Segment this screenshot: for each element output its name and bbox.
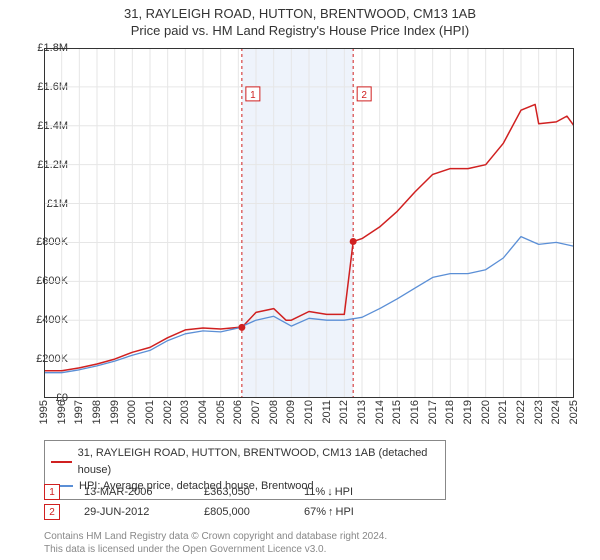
- x-tick-label: 1999: [109, 400, 121, 424]
- x-tick-label: 1998: [91, 400, 103, 424]
- sale-delta-ref: HPI: [336, 506, 354, 518]
- x-tick-label: 2018: [444, 400, 456, 424]
- x-tick-label: 2016: [409, 400, 421, 424]
- x-tick-label: 2014: [374, 400, 386, 424]
- x-tick-label: 1996: [56, 400, 68, 424]
- x-tick-label: 2011: [321, 400, 333, 424]
- x-tick-label: 2023: [533, 400, 545, 424]
- credits: Contains HM Land Registry data © Crown c…: [44, 530, 387, 556]
- sale-date: 13-MAR-2006: [84, 486, 204, 498]
- chart: 12: [44, 48, 574, 398]
- credits-line: Contains HM Land Registry data © Crown c…: [44, 530, 387, 543]
- x-tick-label: 2012: [338, 400, 350, 424]
- sale-delta: 11%↓HPI: [304, 486, 374, 498]
- sale-delta-ref: HPI: [335, 486, 353, 498]
- title-subtitle: Price paid vs. HM Land Registry's House …: [0, 23, 600, 38]
- x-tick-label: 2019: [462, 400, 474, 424]
- sale-delta: 67%↑HPI: [304, 506, 374, 518]
- x-tick-label: 2006: [232, 400, 244, 424]
- x-tick-label: 2010: [303, 400, 315, 424]
- sale-delta-pct: 67%: [304, 506, 326, 518]
- x-tick-label: 2009: [285, 400, 297, 424]
- x-tick-label: 2017: [427, 400, 439, 424]
- x-tick-label: 1997: [73, 400, 85, 424]
- x-tick-label: 2020: [480, 400, 492, 424]
- sale-price: £363,050: [204, 486, 304, 498]
- credits-line: This data is licensed under the Open Gov…: [44, 543, 387, 556]
- x-tick-label: 2000: [126, 400, 138, 424]
- sales-table: 1 13-MAR-2006£363,05011%↓HPI 2 29-JUN-2012£…: [44, 484, 564, 524]
- legend-swatch: [51, 461, 72, 463]
- sale-marker: 2: [44, 504, 60, 520]
- sale-price: £805,000: [204, 506, 304, 518]
- sale-row: 2 29-JUN-2012£805,00067%↑HPI: [44, 504, 564, 520]
- legend-item: 31, RAYLEIGH ROAD, HUTTON, BRENTWOOD, CM…: [51, 445, 439, 478]
- x-tick-label: 2005: [215, 400, 227, 424]
- x-tick-label: 2002: [162, 400, 174, 424]
- arrow-down-icon: ↓: [327, 486, 333, 498]
- legend-label: 31, RAYLEIGH ROAD, HUTTON, BRENTWOOD, CM…: [78, 445, 439, 478]
- x-tick-label: 2007: [250, 400, 262, 424]
- arrow-up-icon: ↑: [328, 506, 334, 518]
- x-tick-label: 2015: [391, 400, 403, 424]
- sale-marker: 1: [44, 484, 60, 500]
- x-tick-label: 2024: [550, 400, 562, 424]
- sale-date: 29-JUN-2012: [84, 506, 204, 518]
- x-tick-label: 2025: [568, 400, 580, 424]
- x-tick-label: 2022: [515, 400, 527, 424]
- svg-text:1: 1: [250, 90, 256, 101]
- x-tick-label: 2004: [197, 400, 209, 424]
- title-address: 31, RAYLEIGH ROAD, HUTTON, BRENTWOOD, CM…: [0, 6, 600, 21]
- x-tick-label: 2001: [144, 400, 156, 424]
- x-tick-label: 1995: [38, 400, 50, 424]
- x-tick-label: 2008: [268, 400, 280, 424]
- sale-row: 1 13-MAR-2006£363,05011%↓HPI: [44, 484, 564, 500]
- x-tick-label: 2013: [356, 400, 368, 424]
- x-tick-label: 2003: [179, 400, 191, 424]
- svg-text:2: 2: [361, 90, 367, 101]
- x-tick-label: 2021: [497, 400, 509, 424]
- sale-delta-pct: 11%: [304, 486, 325, 498]
